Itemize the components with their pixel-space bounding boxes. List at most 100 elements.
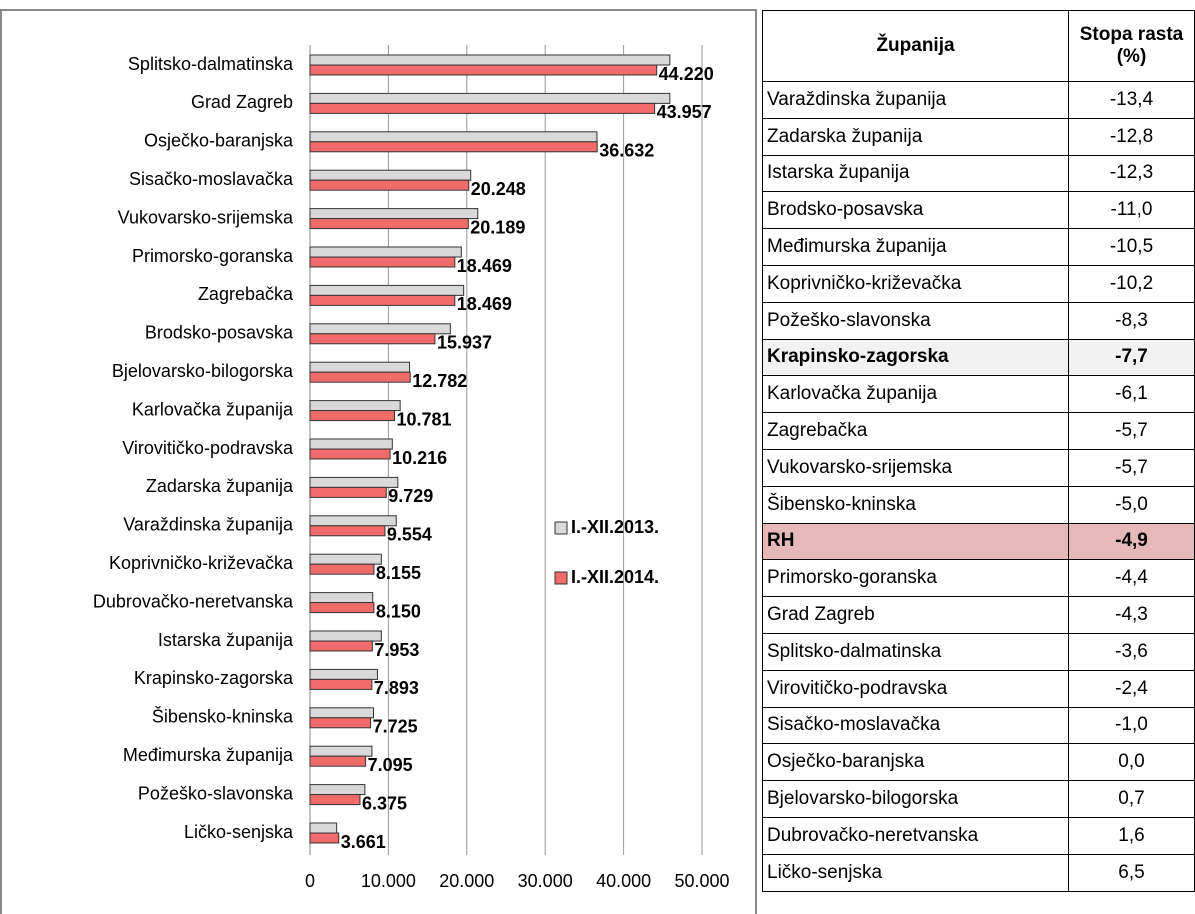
x-tick-label: 50.000 [674,871,729,891]
table-row: Varaždinska županija -13,4 [762,81,1195,119]
table-cell: -4,4 [1068,559,1195,598]
table-cell: Šibensko-kninska [762,485,1069,524]
table-cell: -6,1 [1068,375,1195,414]
category-label: Osječko-baranjska [144,131,294,151]
value-label: 36.632 [599,141,654,161]
table-row: Zadarska županija -12,8 [762,117,1195,156]
table-row: Sisačko-moslavačka -1,0 [762,706,1195,745]
table-row: Istarska županija -12,3 [762,154,1195,193]
bar [309,602,375,614]
category-label: Zagrebačka [198,284,294,304]
bar [309,246,462,258]
bar [309,553,382,565]
table-cell: -5,0 [1068,485,1195,524]
value-label: 3.661 [341,832,386,852]
bar [309,92,671,104]
table-cell: -2,4 [1068,669,1195,708]
table-row: Splitsko-dalmatinska -3,6 [762,632,1195,671]
value-label: 15.937 [437,333,492,353]
bar [309,822,338,834]
value-label: 9.729 [388,486,433,506]
x-tick-label: 10.000 [361,871,416,891]
table-cell: Međimurska županija [762,228,1069,266]
table-cell: Brodsko-posavska [762,191,1069,230]
bar [309,64,658,76]
table-row: Bjelovarsko-bilogorska 0,7 [762,780,1195,818]
table-cell: Požeško-slavonska [762,301,1069,340]
value-label: 10.781 [397,409,452,429]
bar [309,745,373,757]
category-label: Brodsko-posavska [145,323,294,343]
category-label: Dubrovačko-neretvanska [93,591,294,611]
bar [309,476,399,488]
bar [309,438,393,450]
category-label: Virovitičko-podravska [122,438,294,458]
bar [309,141,598,153]
table-cell: 0,7 [1068,780,1195,818]
legend-swatch [554,521,568,535]
table-cell: Zadarska županija [762,117,1069,156]
table-cell: Koprivničko-križevačka [762,264,1069,303]
table-cell: -10,2 [1068,264,1195,303]
table-cell: -10,5 [1068,228,1195,266]
bar [309,131,598,143]
table-cell: 1,6 [1068,816,1195,855]
table-cell: -3,6 [1068,632,1195,671]
table-row: Međimurska županija -10,5 [762,228,1195,266]
table-row: Brodsko-posavska -11,0 [762,191,1195,230]
legend-swatch [554,571,568,585]
value-label: 10.216 [392,448,447,468]
bar [309,668,378,680]
header-cell: Županija [762,10,1069,82]
bar [309,630,382,642]
value-label: 44.220 [659,64,714,84]
legend-label: I.-XII.2014. [571,567,659,587]
bar [309,717,372,729]
bar [309,371,411,383]
bar [309,294,456,306]
table-cell: -1,0 [1068,706,1195,745]
bar [309,284,465,296]
x-tick-label: 0 [305,871,315,891]
bar [309,361,411,373]
table-row: Šibensko-kninska -5,0 [762,485,1195,524]
category-label: Šibensko-kninska [152,706,294,727]
table-cell: -5,7 [1068,412,1195,450]
value-label: 6.375 [362,793,407,813]
category-label: Karlovačka županija [132,399,294,419]
bar [309,410,396,422]
x-tick-label: 40.000 [596,871,651,891]
value-label: 7.095 [368,755,413,775]
table-row: Dubrovačko-neretvanska 1,6 [762,816,1195,855]
table-cell: Virovitičko-podravska [762,669,1069,708]
header-cell: Stopa rasta (%) [1068,10,1195,82]
table-cell: Zagrebačka [762,412,1069,450]
legend-label: I.-XII.2013. [571,517,659,537]
bar [309,515,397,527]
bar [309,400,401,412]
table-cell: Istarska županija [762,154,1069,193]
table-cell: -4,9 [1068,522,1195,561]
header-row: Županija Stopa rasta (%) [762,10,1195,82]
category-label: Sisačko-moslavačka [129,169,294,189]
table-row: Karlovačka županija -6,1 [762,375,1195,414]
bar [309,333,436,345]
category-label: Istarska županija [158,630,294,650]
bar [309,794,361,806]
table-cell: Ličko-senjska [762,853,1069,892]
table-cell: -8,3 [1068,301,1195,340]
bar [309,678,373,690]
table-cell: Sisačko-moslavačka [762,706,1069,745]
table-cell: -12,8 [1068,117,1195,156]
table-cell: Splitsko-dalmatinska [762,632,1069,671]
category-label: Splitsko-dalmatinska [128,54,294,74]
category-label: Primorsko-goranska [132,246,294,266]
bar [309,784,366,796]
table-cell: Varaždinska županija [762,81,1069,119]
table-cell: Primorsko-goranska [762,559,1069,598]
bar [309,525,386,537]
table-row: Ličko-senjska 6,5 [762,853,1195,892]
bar [309,592,374,604]
table-cell: -4,3 [1068,596,1195,634]
value-label: 7.725 [373,717,418,737]
